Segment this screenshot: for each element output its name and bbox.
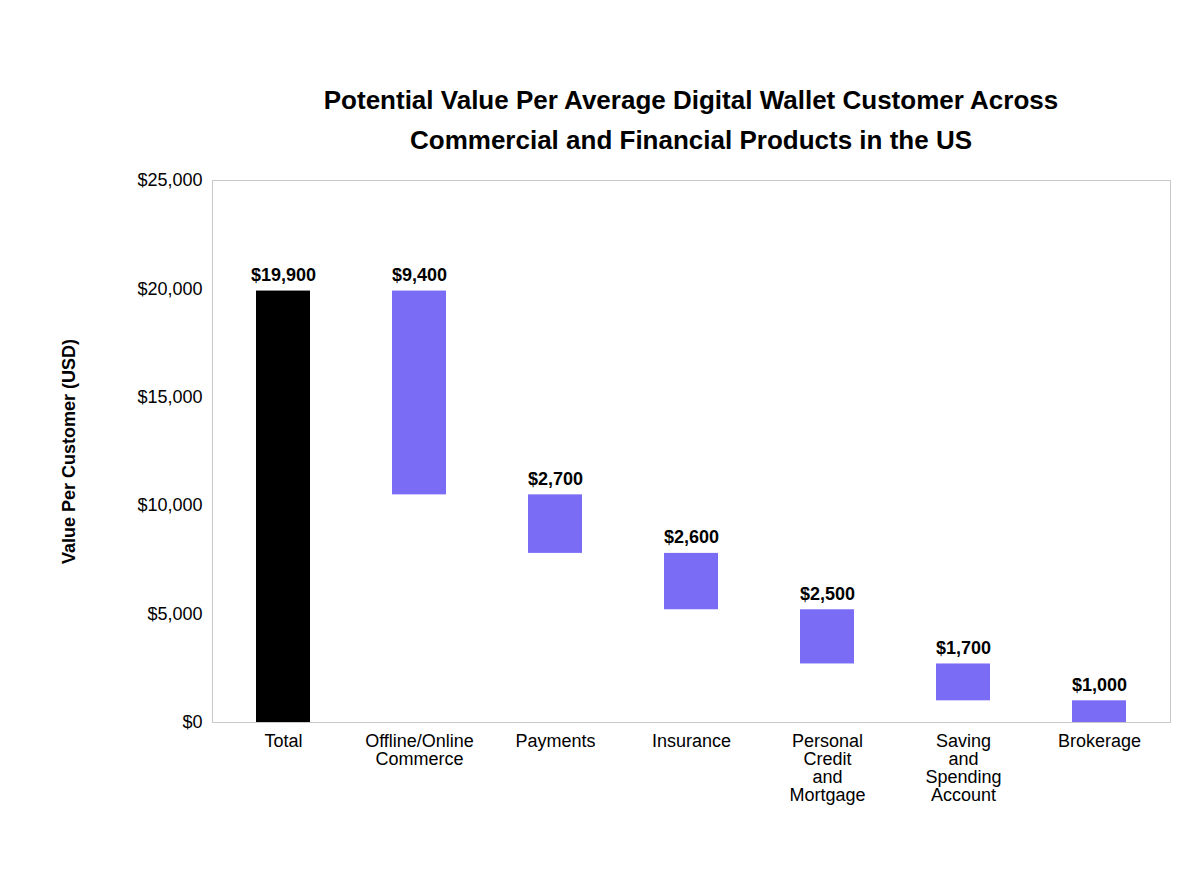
svg-text:SavingandSpendingAccount: SavingandSpendingAccount	[925, 731, 1001, 805]
svg-text:PersonalCreditandMortgage: PersonalCreditandMortgage	[789, 731, 865, 805]
svg-text:$9,400: $9,400	[392, 265, 447, 285]
svg-text:$2,700: $2,700	[528, 469, 583, 489]
svg-text:$2,500: $2,500	[800, 584, 855, 604]
svg-text:Payments: Payments	[515, 731, 595, 751]
html-text:Potential Value Per Average Di: Potential Value Per Average Digital Wall…	[323, 85, 1059, 155]
svg-text:Insurance: Insurance	[652, 731, 731, 751]
svg-text:$20,000: $20,000	[137, 279, 202, 299]
svg-text:Total: Total	[264, 731, 302, 751]
svg-text:Value Per Customer (USD): Value Per Customer (USD)	[59, 339, 79, 564]
svg-text:$5,000: $5,000	[147, 604, 202, 624]
svg-text:$1,000: $1,000	[1072, 675, 1127, 695]
svg-text:Offline/OnlineCommerce: Offline/OnlineCommerce	[365, 731, 474, 769]
svg-text:Brokerage: Brokerage	[1058, 731, 1141, 751]
svg-text:$15,000: $15,000	[137, 387, 202, 407]
svg-text:$2,600: $2,600	[664, 527, 719, 547]
svg-text:$1,700: $1,700	[936, 638, 991, 658]
svg-text:$25,000: $25,000	[137, 170, 202, 190]
svg-text:$19,900: $19,900	[251, 265, 316, 285]
svg-text:$10,000: $10,000	[137, 495, 202, 515]
svg-text:$0: $0	[182, 712, 202, 732]
